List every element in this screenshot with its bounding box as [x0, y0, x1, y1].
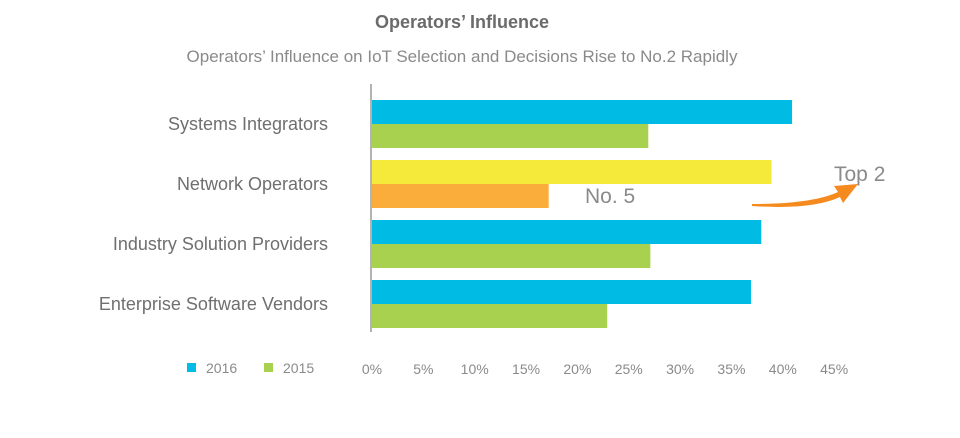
category-label-enterprise-software-vendors: Enterprise Software Vendors — [99, 294, 328, 314]
bar-enterprise-software-vendors-2016 — [372, 280, 751, 304]
chart-title: Operators’ Influence — [374, 12, 550, 32]
x-tick-label: 45% — [820, 361, 848, 377]
legend-label-2016: 2016 — [206, 360, 237, 376]
legend-swatch-2016 — [187, 363, 196, 372]
x-tick-label: 10% — [461, 361, 489, 377]
annotation-top2: Top 2 — [834, 163, 885, 186]
x-tick-label: 0% — [362, 361, 382, 377]
trend-arrow-icon — [752, 184, 858, 207]
bar-network-operators-2016 — [372, 160, 772, 184]
bar-systems-integrators-2016 — [372, 100, 793, 124]
annotation-no5: No. 5 — [585, 185, 635, 208]
x-tick-label: 25% — [615, 361, 643, 377]
chart-subtitle: Operators’ Influence on IoT Selection an… — [186, 47, 738, 66]
x-tick-label: 15% — [512, 361, 540, 377]
x-tick-label: 30% — [666, 361, 694, 377]
bar-network-operators-2015 — [372, 184, 549, 208]
x-tick-label: 35% — [717, 361, 745, 377]
x-tick-label: 5% — [413, 361, 433, 377]
legend-swatch-2015 — [264, 363, 273, 372]
bar-industry-solution-providers-2016 — [372, 220, 762, 244]
legend-label-2015: 2015 — [283, 360, 314, 376]
x-tick-label: 20% — [563, 361, 591, 377]
category-label-systems-integrators: Systems Integrators — [168, 114, 328, 134]
bar-enterprise-software-vendors-2015 — [372, 304, 608, 328]
x-tick-label: 40% — [769, 361, 797, 377]
bar-systems-integrators-2015 — [372, 124, 649, 148]
bar-industry-solution-providers-2015 — [372, 244, 651, 268]
category-label-industry-solution-providers: Industry Solution Providers — [113, 234, 328, 254]
category-label-network-operators: Network Operators — [177, 174, 328, 194]
